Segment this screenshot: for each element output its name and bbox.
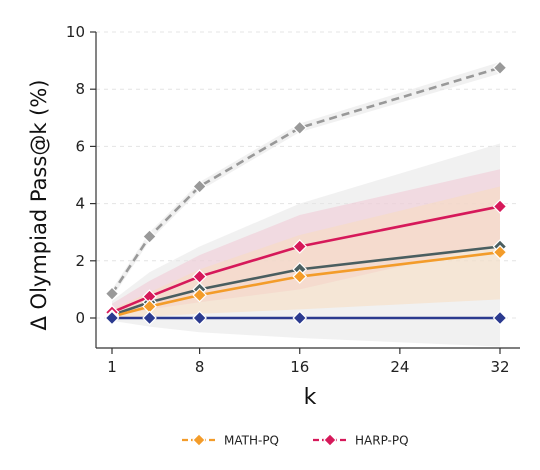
series-0-point-4 — [492, 60, 508, 76]
series-4-point-2 — [192, 310, 207, 326]
series-2-point-2 — [192, 269, 207, 284]
series-3-point-2 — [192, 287, 207, 303]
series-line-0 — [110, 66, 501, 295]
series-3-point-4 — [492, 244, 508, 260]
x-tick-label-3: 24 — [390, 358, 409, 376]
x-tick-label-4: 32 — [490, 358, 509, 376]
series-4-point-1 — [142, 310, 157, 326]
x-tick-label-1: 8 — [195, 358, 205, 376]
series-0-point-1 — [142, 229, 157, 244]
series-4-point-3 — [292, 310, 308, 326]
legend: MATH-PQ HARP-PQ — [182, 433, 409, 448]
y-tick-label-3: 6 — [75, 137, 85, 155]
series-4-point-4 — [492, 310, 508, 326]
series-2-point-4 — [492, 199, 508, 214]
x-tick-label-2: 16 — [290, 358, 309, 376]
x-tick-label-0: 1 — [107, 358, 117, 376]
marker-layer — [104, 60, 508, 326]
series-3-point-3 — [292, 269, 308, 284]
series-4-point-0 — [104, 310, 120, 326]
series-0-point-0 — [104, 286, 120, 302]
legend-label-0: MATH-PQ — [224, 434, 279, 448]
legend-label-1: HARP-PQ — [355, 434, 409, 448]
series-0-point-3 — [292, 120, 308, 136]
series-0-point-2 — [192, 179, 207, 194]
y-tick-label-1: 2 — [75, 252, 85, 270]
series-2-point-3 — [292, 239, 308, 254]
y-tick-label-2: 4 — [75, 195, 85, 213]
axis-layer — [95, 32, 520, 349]
y-tick-label-4: 8 — [75, 80, 85, 98]
legend-marker-1 — [323, 433, 337, 447]
y-tick-label-0: 0 — [75, 309, 85, 327]
y-tick-label-5: 10 — [66, 23, 85, 41]
band-series-3 — [112, 186, 500, 320]
band-layer — [112, 62, 500, 347]
x-axis-label: k — [304, 385, 317, 410]
y-axis-label: Δ Olympiad Pass@k (%) — [27, 80, 51, 331]
legend-marker-0 — [192, 433, 206, 447]
